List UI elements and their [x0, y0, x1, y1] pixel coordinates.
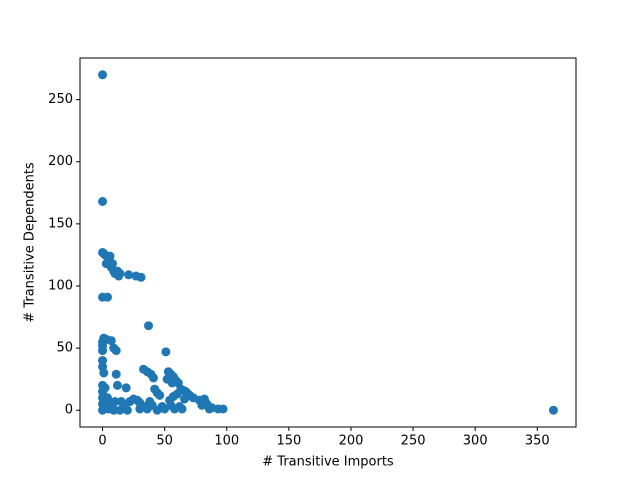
- point: [98, 70, 108, 80]
- point: [105, 398, 115, 408]
- point: [204, 404, 214, 414]
- point: [111, 346, 121, 356]
- point: [98, 197, 108, 206]
- y-tick-label: 200: [48, 154, 73, 169]
- point: [99, 368, 109, 378]
- x-axis-label: # Transitive Imports: [262, 455, 394, 470]
- point: [98, 346, 108, 356]
- point: [167, 378, 177, 388]
- point: [111, 369, 121, 379]
- point: [548, 405, 558, 415]
- x-tick-label: 200: [339, 434, 364, 449]
- point: [103, 292, 113, 302]
- x-tick-label: 100: [214, 434, 239, 449]
- x-tick-label: 300: [463, 434, 488, 449]
- x-tick-label: 150: [276, 434, 301, 449]
- x-tick-label: 350: [525, 434, 550, 449]
- point: [124, 270, 134, 280]
- point: [106, 336, 116, 346]
- point: [184, 390, 194, 400]
- point: [135, 404, 145, 414]
- point: [109, 405, 119, 415]
- point: [155, 390, 165, 400]
- y-tick-label: 150: [48, 216, 73, 231]
- point: [152, 405, 162, 415]
- point: [114, 271, 124, 281]
- point: [136, 272, 146, 282]
- point: [148, 373, 158, 383]
- y-tick-label: 250: [48, 92, 73, 107]
- point: [144, 321, 154, 331]
- y-axis-label: # Transitive Dependents: [23, 162, 38, 323]
- y-tick-label: 100: [48, 278, 73, 293]
- y-tick-label: 0: [65, 403, 73, 418]
- x-tick-label: 50: [156, 434, 173, 449]
- x-tick-label: 0: [98, 434, 106, 449]
- axes-frame: [79, 57, 577, 428]
- x-tick-label: 250: [401, 434, 426, 449]
- point: [161, 347, 171, 357]
- point: [122, 405, 132, 415]
- point: [112, 380, 122, 390]
- point: [197, 400, 207, 410]
- point: [121, 383, 131, 393]
- point: [98, 356, 108, 366]
- point: [177, 404, 187, 414]
- point: [218, 404, 228, 414]
- y-tick-label: 50: [56, 341, 73, 356]
- point: [168, 392, 178, 402]
- point: [115, 405, 125, 415]
- point: [100, 383, 110, 393]
